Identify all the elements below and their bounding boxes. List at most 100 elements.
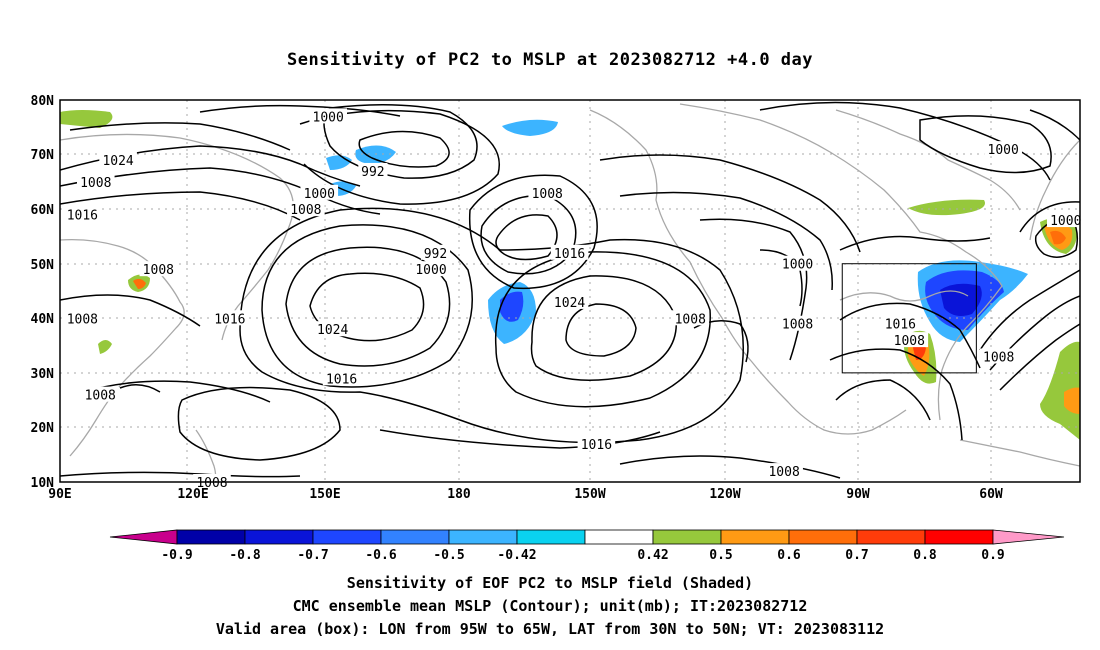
lat-label: 60N bbox=[31, 203, 55, 218]
contour-line bbox=[60, 471, 301, 478]
lon-label: 120W bbox=[709, 487, 740, 502]
shade-patch bbox=[355, 145, 396, 164]
colorbar-bin bbox=[924, 529, 994, 545]
shade-patch bbox=[1064, 387, 1080, 414]
shade-patch bbox=[326, 155, 352, 170]
lat-label: 10N bbox=[31, 476, 55, 491]
colorbar-bin bbox=[856, 529, 926, 545]
contour-line bbox=[495, 214, 558, 261]
contour-line bbox=[494, 251, 711, 408]
colorbar-tick-label: 0.7 bbox=[845, 548, 868, 563]
contour-label-bg bbox=[778, 255, 817, 271]
contour-line bbox=[530, 275, 678, 381]
contour-label-bg bbox=[322, 370, 361, 386]
contour-line bbox=[83, 380, 271, 403]
contour-line bbox=[309, 272, 425, 342]
lat-label: 30N bbox=[31, 367, 55, 382]
shade-patch bbox=[500, 291, 524, 322]
colorbar-bin bbox=[652, 529, 722, 545]
contour-line bbox=[1019, 201, 1080, 233]
colorbar-tick-label: 0.6 bbox=[777, 548, 801, 563]
contour-label: 1008 bbox=[80, 176, 111, 191]
colorbar-bin bbox=[312, 529, 382, 545]
contour-label-bg bbox=[890, 332, 929, 348]
colorbar-tick-label: -0.42 bbox=[497, 548, 536, 563]
contour-label-bg bbox=[1046, 212, 1085, 228]
shade-patch bbox=[908, 199, 985, 216]
shade-patch bbox=[1050, 230, 1066, 245]
contour-line bbox=[379, 429, 661, 449]
contour-line bbox=[261, 224, 474, 388]
contour-label: 1000 bbox=[782, 258, 813, 273]
contour-label-bg bbox=[577, 435, 616, 451]
contour-label: 992 bbox=[424, 247, 447, 262]
lon-label: 150E bbox=[309, 487, 340, 502]
contour-line bbox=[177, 386, 341, 461]
colorbar-tick-label: 0.42 bbox=[637, 548, 668, 563]
contour-line bbox=[60, 191, 301, 221]
colorbar-bin bbox=[244, 529, 314, 545]
colorbar-tick-label: 0.8 bbox=[913, 548, 937, 563]
shade-patch bbox=[60, 110, 113, 128]
colorbar-min-triangle bbox=[109, 529, 178, 545]
contour-line bbox=[323, 104, 478, 179]
contour-line bbox=[285, 246, 451, 367]
colorbar-tick-label: -0.9 bbox=[161, 548, 192, 563]
coastline bbox=[835, 109, 1021, 211]
contour-line bbox=[119, 384, 161, 393]
shade-patch bbox=[1040, 341, 1080, 440]
contour-label: 1008 bbox=[67, 312, 98, 327]
contour-line bbox=[839, 235, 991, 251]
contour-label-bg bbox=[979, 348, 1018, 364]
caption-valid-area: Valid area (box): LON from 95W to 65W, L… bbox=[215, 620, 885, 638]
coastline bbox=[589, 109, 907, 435]
lon-label: 150W bbox=[574, 487, 605, 502]
contour-label: 1000 bbox=[1050, 214, 1081, 229]
caption-shading: Sensitivity of EOF PC2 to MSLP field (Sh… bbox=[346, 574, 754, 592]
contour-line bbox=[468, 174, 598, 290]
colorbar-tick-label: 0.9 bbox=[981, 548, 1004, 563]
contour-label-bg bbox=[778, 315, 817, 331]
coastline bbox=[959, 439, 1080, 467]
lat-label: 50N bbox=[31, 258, 55, 273]
contour-label: 1008 bbox=[290, 203, 321, 218]
contour-label: 1016 bbox=[554, 247, 585, 262]
contour-line bbox=[619, 455, 841, 479]
colorbar-tick-label: -0.5 bbox=[433, 548, 464, 563]
coastline bbox=[60, 133, 294, 341]
lat-label: 70N bbox=[31, 148, 55, 163]
lat-label: 80N bbox=[31, 94, 55, 109]
contour-label: 1016 bbox=[885, 318, 916, 333]
contour-label: 1000 bbox=[304, 187, 335, 202]
contour-label-bg bbox=[881, 315, 920, 331]
contour-label: 1016 bbox=[214, 312, 245, 327]
lon-label: 120E bbox=[177, 487, 208, 502]
shade-patch bbox=[98, 340, 112, 354]
contour-label: 1000 bbox=[313, 110, 344, 125]
contour-line bbox=[480, 194, 577, 275]
contour-label: 1024 bbox=[554, 296, 585, 311]
contour-label-bg bbox=[300, 184, 339, 200]
contour-line bbox=[299, 109, 500, 205]
contour-line bbox=[619, 191, 833, 291]
contour-line bbox=[999, 323, 1080, 391]
coastline bbox=[679, 103, 1003, 421]
colorbar-tick-label: -0.7 bbox=[297, 548, 328, 563]
contour-label: 1016 bbox=[67, 209, 98, 224]
lat-label: 40N bbox=[31, 312, 55, 327]
contour-label-bg bbox=[765, 463, 803, 479]
colorbar-bin bbox=[448, 529, 518, 545]
lon-label: 90W bbox=[846, 487, 870, 502]
colorbar bbox=[109, 529, 1065, 545]
shade-patch bbox=[502, 119, 558, 136]
lon-label: 180 bbox=[447, 487, 471, 502]
contour-line bbox=[60, 167, 381, 215]
coastlines bbox=[60, 103, 1080, 482]
contour-label-bg bbox=[528, 184, 567, 200]
contour-label-bg bbox=[984, 141, 1022, 157]
contour-line bbox=[839, 302, 981, 369]
contour-label: 1008 bbox=[768, 465, 799, 480]
contour-label-bg bbox=[211, 310, 249, 326]
shade-patch bbox=[940, 283, 982, 316]
colorbar-bin bbox=[176, 529, 246, 545]
